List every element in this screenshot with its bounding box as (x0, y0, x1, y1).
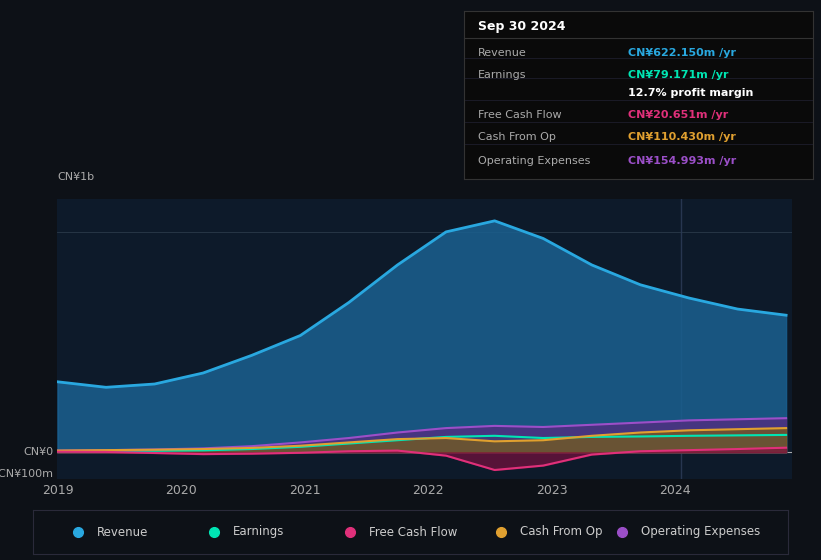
Text: CN¥79.171m /yr: CN¥79.171m /yr (628, 70, 728, 80)
Text: Cash From Op: Cash From Op (520, 525, 603, 539)
Text: Free Cash Flow: Free Cash Flow (369, 525, 457, 539)
Text: CN¥1b: CN¥1b (57, 172, 94, 182)
Text: CN¥154.993m /yr: CN¥154.993m /yr (628, 156, 736, 166)
Text: Earnings: Earnings (478, 70, 526, 80)
Text: -CN¥100m: -CN¥100m (0, 469, 54, 479)
Text: CN¥622.150m /yr: CN¥622.150m /yr (628, 48, 736, 58)
Text: Free Cash Flow: Free Cash Flow (478, 110, 562, 120)
Text: Earnings: Earnings (233, 525, 284, 539)
Text: Cash From Op: Cash From Op (478, 132, 556, 142)
Text: CN¥110.430m /yr: CN¥110.430m /yr (628, 132, 736, 142)
Text: Revenue: Revenue (478, 48, 526, 58)
Text: Operating Expenses: Operating Expenses (641, 525, 760, 539)
Text: CN¥0: CN¥0 (24, 447, 54, 458)
Text: Operating Expenses: Operating Expenses (478, 156, 590, 166)
Text: Sep 30 2024: Sep 30 2024 (478, 20, 566, 32)
Text: CN¥20.651m /yr: CN¥20.651m /yr (628, 110, 728, 120)
Text: 12.7% profit margin: 12.7% profit margin (628, 88, 753, 99)
Text: Revenue: Revenue (97, 525, 149, 539)
